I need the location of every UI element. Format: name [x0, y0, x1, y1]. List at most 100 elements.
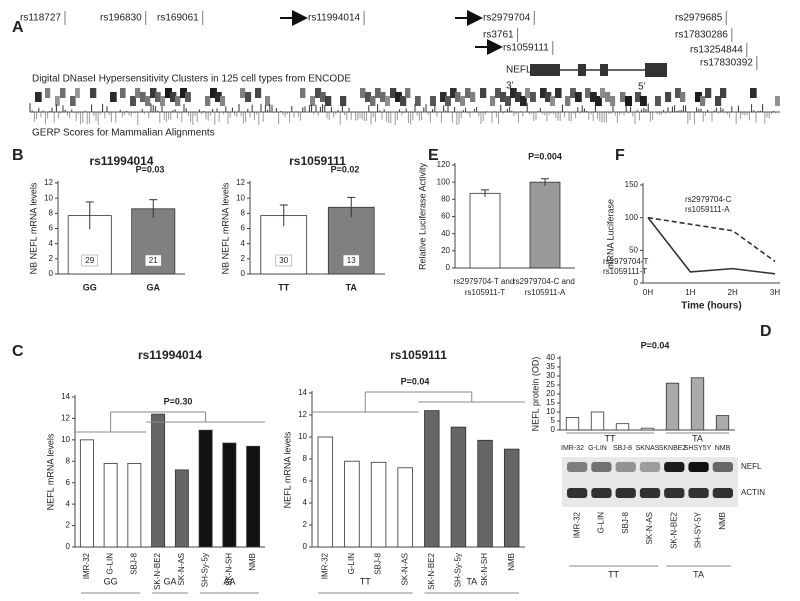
dnase-cluster — [635, 92, 642, 102]
dnase-cluster — [75, 88, 80, 98]
dnase-cluster — [720, 88, 727, 98]
snp-label: rs2979685 — [675, 13, 723, 24]
x-tick-label: rs2979704-T and rs105911-T — [453, 277, 516, 297]
count-box — [343, 254, 360, 267]
x-tick-label: SKNAS — [636, 445, 660, 452]
panel-label: D — [760, 323, 772, 340]
error-bar — [541, 178, 549, 186]
dnase-cluster — [405, 88, 411, 98]
dnase-cluster — [255, 88, 262, 98]
y-tick-label: 0 — [66, 542, 71, 551]
bar — [477, 439, 493, 548]
y-tick-label: 80 — [441, 194, 450, 203]
p-value: P=0.30 — [164, 396, 193, 406]
dnase-cluster — [415, 96, 421, 106]
bar — [640, 427, 655, 431]
panel-label: E — [428, 147, 439, 164]
y-tick-label: 8 — [241, 208, 246, 217]
dnase-cluster — [460, 96, 466, 106]
x-tick-label: 1H — [685, 288, 695, 297]
group-label: TT — [360, 576, 371, 586]
count-label: 30 — [279, 256, 288, 265]
y-tick-label: 12 — [298, 410, 307, 419]
bar — [344, 460, 360, 548]
series-label: rs2979704-T rs1059111-T — [603, 257, 650, 276]
lane-label: IMR-32 — [572, 511, 581, 538]
blot-band — [688, 462, 709, 472]
dnase-cluster — [240, 88, 246, 98]
dnase-cluster — [775, 96, 780, 106]
dnase-cluster — [555, 88, 562, 98]
bar — [615, 423, 630, 431]
y-tick-label: 35 — [546, 362, 555, 371]
y-tick-label: 12 — [44, 178, 53, 187]
dnase-cluster — [395, 92, 402, 102]
y-tick-label: 4 — [303, 498, 308, 507]
y-tick-label: 6 — [49, 224, 54, 233]
dnase-cluster — [45, 88, 51, 98]
p-value: P=0.004 — [528, 151, 562, 161]
lane-label: SBJ-8 — [621, 511, 630, 533]
gene-name: NEFL — [506, 65, 532, 76]
dnase-cluster — [680, 92, 686, 102]
dnase-cluster — [210, 88, 217, 98]
dnase-cluster — [545, 92, 552, 102]
dnase-cluster — [150, 88, 157, 98]
error-bar — [481, 189, 489, 197]
y-tick-label: 10 — [546, 407, 555, 416]
dnase-cluster — [70, 96, 76, 106]
count-box — [275, 254, 292, 267]
dnase-cluster — [400, 96, 407, 106]
dnase-cluster — [585, 88, 591, 98]
dnase-cluster — [470, 92, 476, 102]
dnase-cluster — [655, 96, 661, 106]
dnase-cluster — [160, 96, 166, 106]
blot-band — [567, 462, 588, 472]
dnase-cluster — [300, 88, 306, 98]
blot-band — [591, 488, 612, 498]
dnase-cluster — [370, 96, 376, 106]
bar — [450, 426, 467, 548]
panel-label: C — [12, 343, 24, 360]
bar — [151, 413, 166, 548]
bar — [370, 461, 387, 548]
x-tick-label: SBJ-8 — [613, 445, 632, 452]
dnase-cluster — [575, 92, 582, 102]
y-tick-label: 30 — [546, 371, 555, 380]
y-tick-label: 20 — [441, 246, 450, 255]
count-label: 13 — [347, 256, 356, 265]
y-tick-label: 4 — [49, 239, 54, 248]
x-tick-label: rs2979704-C and rs105911-A — [513, 277, 577, 297]
x-tick-label: G-LIN — [106, 553, 115, 575]
dnase-cluster — [110, 92, 117, 102]
y-tick-label: 5 — [551, 416, 556, 425]
dnase-cluster — [145, 96, 151, 106]
bar — [246, 445, 261, 548]
blot-band — [639, 488, 661, 498]
x-tick-label: SK-N-SH — [480, 553, 489, 586]
blot-band — [664, 488, 685, 498]
panel-label: A — [12, 19, 24, 36]
y-axis-label: Relative Luciferase Activity — [417, 162, 427, 270]
band-label: NEFL — [741, 462, 762, 471]
blot-band — [567, 488, 588, 498]
x-tick-label: G-LIN — [347, 553, 356, 575]
dnase-cluster — [515, 92, 522, 102]
dnase-cluster — [695, 92, 702, 102]
bar — [690, 377, 705, 431]
y-tick-label: 40 — [441, 229, 450, 238]
blot-band — [688, 488, 709, 498]
y-tick-label: 0 — [49, 269, 54, 278]
gene-end: 3’ — [506, 81, 514, 92]
y-tick-label: 10 — [61, 435, 70, 444]
dnase-cluster — [595, 96, 602, 106]
x-tick-label: IMR-32 — [320, 552, 329, 579]
x-tick-label: SKNBE2 — [659, 445, 687, 452]
x-tick-label: NMB — [248, 553, 257, 571]
dnase-cluster — [90, 88, 97, 98]
snp-label: rs118727 — [20, 13, 61, 24]
x-tick-label: NMB — [507, 553, 516, 571]
y-tick-label: 100 — [437, 177, 451, 186]
dnase-cluster — [700, 96, 706, 106]
dnase-cluster — [175, 96, 181, 106]
